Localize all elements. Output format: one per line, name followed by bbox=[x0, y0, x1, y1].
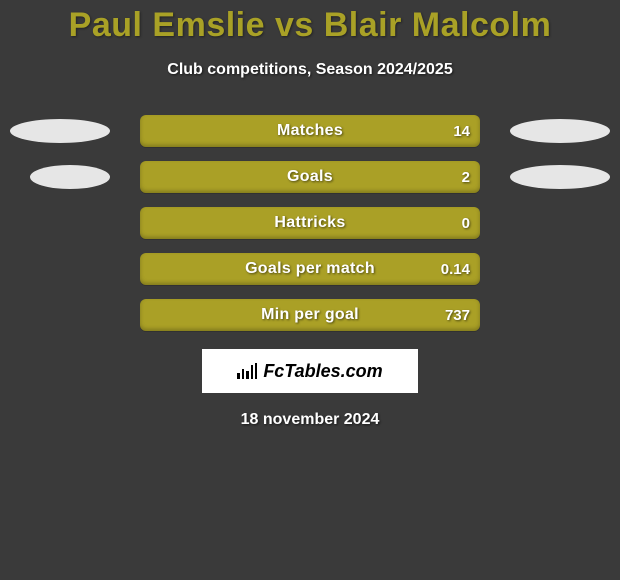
stat-row: Goals 2 bbox=[0, 161, 620, 193]
date-label: 18 november 2024 bbox=[0, 411, 620, 429]
stat-label: Hattricks bbox=[274, 214, 345, 232]
player-right-marker bbox=[510, 165, 610, 189]
chart-icon bbox=[237, 363, 257, 379]
stat-label: Goals bbox=[287, 168, 333, 186]
player-left-marker bbox=[30, 165, 110, 189]
stat-bar: Goals per match 0.14 bbox=[140, 253, 480, 285]
stat-label: Goals per match bbox=[245, 260, 375, 278]
stat-bar: Hattricks 0 bbox=[140, 207, 480, 239]
page-title: Paul Emslie vs Blair Malcolm bbox=[0, 6, 620, 45]
stat-value: 2 bbox=[462, 169, 470, 186]
stat-label: Min per goal bbox=[261, 306, 359, 324]
brand-name: FcTables.com bbox=[263, 361, 382, 382]
stats-rows: Matches 14 Goals 2 Hattricks 0 Goals per… bbox=[0, 115, 620, 331]
stat-value: 0.14 bbox=[441, 261, 470, 278]
stat-row: Hattricks 0 bbox=[0, 207, 620, 239]
subtitle: Club competitions, Season 2024/2025 bbox=[0, 61, 620, 79]
stat-bar: Goals 2 bbox=[140, 161, 480, 193]
brand-logo[interactable]: FcTables.com bbox=[202, 349, 418, 393]
stat-bar: Matches 14 bbox=[140, 115, 480, 147]
stat-row: Min per goal 737 bbox=[0, 299, 620, 331]
stat-row: Goals per match 0.14 bbox=[0, 253, 620, 285]
stat-value: 14 bbox=[453, 123, 470, 140]
stat-value: 0 bbox=[462, 215, 470, 232]
stat-row: Matches 14 bbox=[0, 115, 620, 147]
stat-label: Matches bbox=[277, 122, 343, 140]
player-right-marker bbox=[510, 119, 610, 143]
player-left-marker bbox=[10, 119, 110, 143]
comparison-card: Paul Emslie vs Blair Malcolm Club compet… bbox=[0, 0, 620, 429]
stat-bar: Min per goal 737 bbox=[140, 299, 480, 331]
stat-value: 737 bbox=[445, 307, 470, 324]
